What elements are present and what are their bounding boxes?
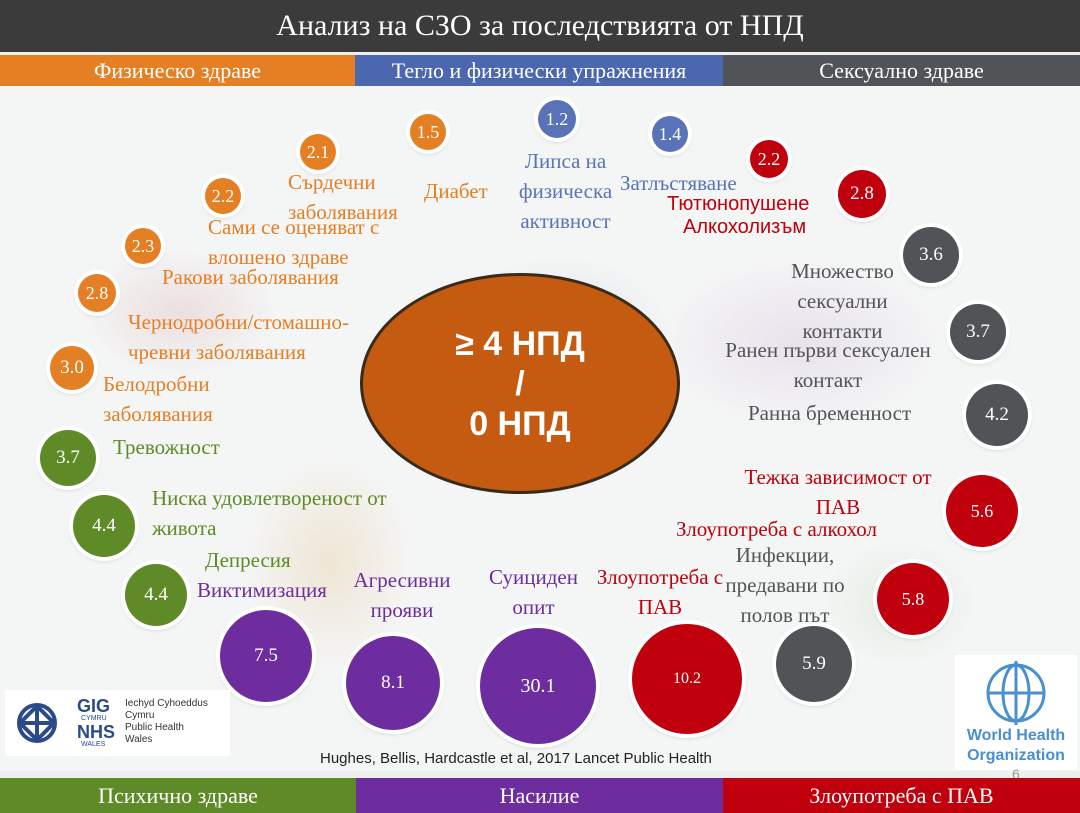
outcome-circle: 2.8	[838, 170, 886, 218]
outcome-circle: 8.1	[346, 636, 440, 730]
outcome-label: Алкохолизъм	[683, 216, 807, 238]
outcome-label: Сами се оценяват с влошено здраве	[208, 215, 380, 269]
outcome-circle: 2.2	[205, 178, 241, 214]
outcome-circle: 30.1	[480, 628, 596, 744]
outcome-circle: 2.2	[750, 140, 788, 178]
outcome-label: Множество сексуални контакти	[791, 259, 894, 343]
outcome-label: Затлъстяване	[620, 171, 737, 195]
outcome-label: Инфекции, предавани по полов път	[725, 543, 845, 627]
center-line-1: ≥ 4 НПД	[455, 324, 585, 363]
band-physical-health: Физическо здраве	[0, 55, 355, 86]
outcome-circle: 4.2	[966, 384, 1028, 446]
nhs-text-3: Public Health	[125, 722, 184, 733]
outcome-label: Сърдечни заболявания	[288, 170, 398, 224]
center-ellipse: ≥ 4 НПД / 0 НПД	[360, 273, 680, 494]
outcome-label: Тревожност	[113, 435, 220, 459]
nhs-text-4: Wales	[125, 734, 153, 745]
outcome-label: Тютюнопушене	[667, 193, 810, 215]
outcome-circle: 3.7	[950, 304, 1006, 360]
outcome-circle: 4.4	[125, 564, 187, 626]
outcome-label: Виктимизация	[197, 578, 327, 602]
outcome-label: Ниска удовлетвореност от живота	[152, 486, 387, 540]
outcome-label: Злоупотреба с алкохол	[676, 517, 877, 541]
outcome-circle: 2.8	[78, 274, 116, 312]
citation: Hughes, Bellis, Hardcastle et al, 2017 L…	[320, 750, 712, 767]
outcome-label: Суициден опит	[489, 565, 578, 619]
outcome-label: Липса на физическа активност	[518, 149, 613, 233]
center-line-2: /	[515, 364, 525, 403]
who-logo: World Health Organization	[955, 655, 1077, 770]
band-mental-health: Психично здраве	[0, 778, 356, 813]
outcome-label: Ранен първи сексуален контакт	[725, 338, 931, 392]
outcome-label: Ракови заболявания	[162, 265, 339, 289]
outcome-label: Тежка зависимост от ПАВ	[744, 465, 932, 519]
outcome-circle: 3.6	[903, 227, 959, 283]
outcome-circle: 2.3	[125, 228, 161, 264]
outcome-circle: 1.2	[538, 100, 576, 138]
band-violence: Насилие	[356, 778, 723, 813]
outcome-label: Чернодробни/стомашно-чревни заболявания	[128, 310, 349, 364]
knot-icon	[17, 703, 57, 743]
outcome-label: Ранна бременност	[748, 401, 912, 425]
outcome-circle: 5.6	[946, 475, 1018, 547]
band-sexual-health: Сексуално здраве	[723, 55, 1080, 86]
outcome-circle: 4.4	[73, 495, 135, 557]
outcome-circle: 2.1	[300, 134, 336, 170]
outcome-circle: 7.5	[220, 610, 312, 702]
page-title: Анализ на СЗО за последствията от НПД	[0, 0, 1080, 52]
outcome-circle: 5.8	[877, 563, 949, 635]
outcome-label: Белодробни заболявания	[103, 372, 213, 426]
outcome-label: Агресивни прояви	[353, 568, 451, 622]
nhs-text-2: Cymru	[125, 710, 155, 721]
outcome-label: Диабет	[424, 179, 488, 203]
band-weight-exercise: Тегло и физически упражнения	[355, 55, 723, 86]
who-line-2: Organization	[967, 747, 1065, 764]
who-line-1: World Health	[966, 727, 1066, 744]
public-health-wales-logo: GIG CYMRU NHS WALES Iechyd Cyhoeddus Cym…	[5, 690, 230, 756]
nhs-cymru: CYMRU	[81, 715, 107, 722]
center-line-3: 0 НПД	[469, 404, 571, 443]
band-substance-abuse: Злоупотреба с ПАВ	[723, 778, 1080, 813]
nhs-gig: GIG	[77, 696, 111, 716]
nhs-text: Iechyd Cyhoeddus Cymru Public Health Wal…	[125, 698, 208, 746]
outcome-circle: 3.0	[50, 346, 94, 390]
outcome-label: Злоупотреба с ПАВ	[596, 565, 724, 619]
nhs-nhs: NHS	[77, 722, 116, 742]
outcome-label: Депресия	[205, 548, 291, 572]
outcome-circle: 10.2	[632, 624, 742, 734]
who-emblem-icon	[986, 661, 1046, 725]
outcome-circle: 3.7	[40, 430, 96, 486]
outcome-circle: 5.9	[776, 626, 852, 702]
outcome-circle: 1.4	[652, 116, 688, 152]
outcome-circle: 1.5	[410, 114, 446, 150]
nhs-text-1: Iechyd Cyhoeddus	[125, 698, 208, 709]
page-number: 6	[1012, 766, 1020, 782]
nhs-wales: WALES	[81, 741, 106, 748]
